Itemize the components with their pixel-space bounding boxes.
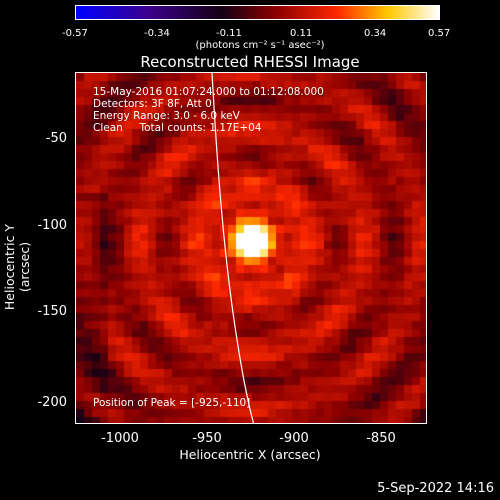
y-tick-label: -100 bbox=[37, 218, 67, 233]
date-stamp: 5-Sep-2022 14:16 bbox=[377, 481, 494, 496]
x-tick-label: -950 bbox=[192, 431, 222, 446]
colorbar-tick-label: 0.11 bbox=[290, 28, 313, 39]
clean-counts-text: Clean Total counts: 1.17E+04 bbox=[93, 122, 262, 134]
colorbar-tick-label: -0.57 bbox=[62, 28, 88, 39]
colorbar-tick-label: -0.11 bbox=[216, 28, 242, 39]
time-range-text: 15-May-2016 01:07:24.000 to 01:12:08.000 bbox=[93, 86, 324, 98]
colorbar-tick-label: 0.34 bbox=[364, 28, 387, 39]
y-axis-label: Heliocentric Y (arcsec) bbox=[2, 223, 32, 311]
y-tick-label: -150 bbox=[37, 304, 67, 319]
solar-limb-line bbox=[211, 73, 255, 423]
plot-title: Reconstructed RHESSI Image bbox=[140, 53, 360, 71]
rhessi-image bbox=[76, 73, 426, 423]
x-axis-label: Heliocentric X (arcsec) bbox=[179, 447, 321, 462]
x-tick-label: -1000 bbox=[101, 431, 139, 446]
y-tick-label: -200 bbox=[37, 395, 67, 410]
image-frame bbox=[75, 72, 427, 424]
x-tick-label: -850 bbox=[366, 431, 396, 446]
detectors-text: Detectors: 3F 8F, Att 0 bbox=[93, 98, 212, 110]
x-tick-label: -900 bbox=[279, 431, 309, 446]
colorbar-tick-label: -0.34 bbox=[144, 28, 170, 39]
peak-position-text: Position of Peak = [-925,-110] bbox=[93, 397, 251, 409]
colorbar-tick-label: 0.57 bbox=[428, 28, 451, 39]
colorbar bbox=[75, 5, 440, 20]
y-tick-label: -50 bbox=[45, 131, 67, 146]
colorbar-units: (photons cm⁻² s⁻¹ asec⁻²) bbox=[195, 40, 325, 51]
energy-range-text: Energy Range: 3.0 - 6.0 keV bbox=[93, 110, 240, 122]
limb-overlay bbox=[211, 73, 255, 423]
